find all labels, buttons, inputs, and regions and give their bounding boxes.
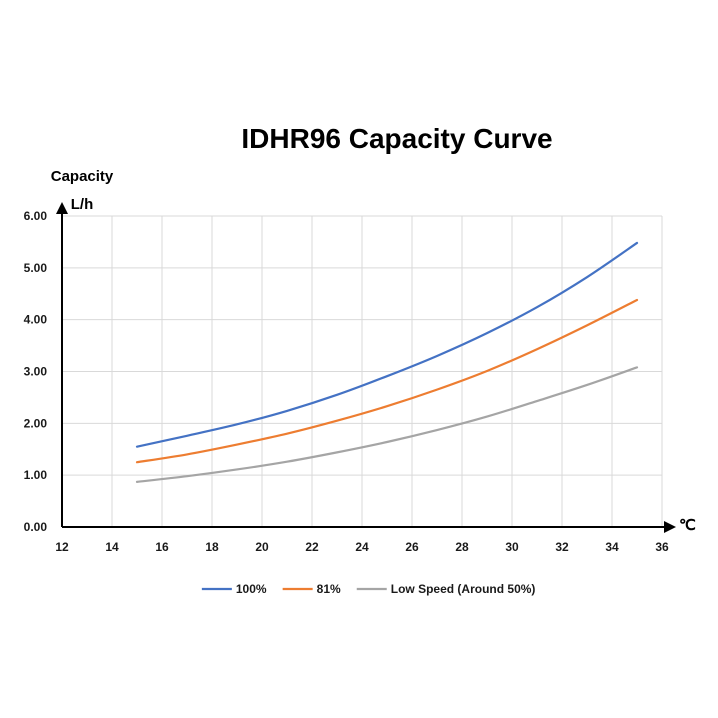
y-tick-label: 4.00 [24,313,48,327]
x-tick-label: 20 [255,540,269,554]
legend-label: 81% [317,582,341,596]
x-tick-label: 12 [55,540,69,554]
y-tick-label: 2.00 [24,416,48,430]
x-tick-label: 36 [655,540,669,554]
y-tick-label: 3.00 [24,365,48,379]
y-tick-label: 6.00 [24,209,48,223]
y-tick-label: 5.00 [24,261,48,275]
series-100-percent-line [135,241,639,448]
legend: 100% 81% Low Speed (Around 50%) [201,582,536,596]
x-tick-label: 26 [405,540,419,554]
tick-labels: 0.00 1.00 2.00 3.00 4.00 5.00 6.00 12 14 16 18 20 22… [24,209,669,554]
series-81-percent-line [135,298,639,464]
legend-label: Low Speed (Around 50%) [391,582,536,596]
y-axis-title: Capacity [51,168,114,185]
y-axis-unit: L/h [71,196,94,213]
x-tick-label: 14 [105,540,119,554]
series-lines [135,241,639,484]
grid [62,215,663,527]
x-tick-label: 24 [355,540,369,554]
y-tick-label: 1.00 [24,468,48,482]
chart-title: IDHR96 Capacity Curve [241,123,552,154]
axes [56,202,676,533]
x-tick-label: 22 [305,540,319,554]
legend-label: 100% [236,582,267,596]
x-tick-label: 28 [455,540,469,554]
x-tick-label: 32 [555,540,569,554]
x-tick-label: 34 [605,540,619,554]
series-low-speed-line [135,366,639,484]
x-tick-label: 16 [155,540,169,554]
x-axis-arrow [664,521,676,533]
y-tick-label: 0.00 [24,520,48,534]
x-tick-label: 30 [505,540,519,554]
x-axis-unit: ℃ [679,517,696,534]
y-axis-arrow [56,202,68,214]
x-tick-label: 18 [205,540,219,554]
